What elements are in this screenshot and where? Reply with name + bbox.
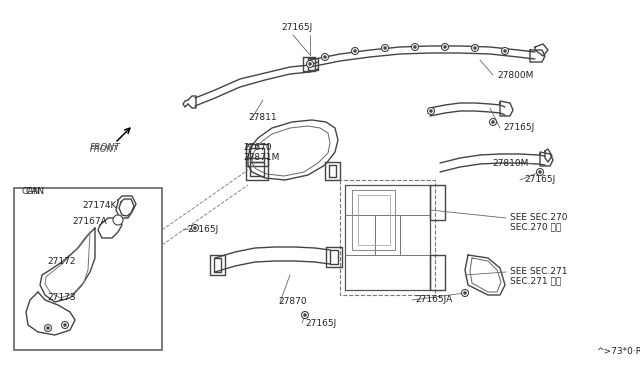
Circle shape: [45, 324, 51, 331]
Text: 27670: 27670: [243, 144, 271, 153]
Circle shape: [502, 48, 509, 55]
Text: 27870: 27870: [278, 298, 307, 307]
Circle shape: [464, 292, 466, 294]
Circle shape: [492, 121, 494, 123]
Circle shape: [116, 219, 119, 221]
Circle shape: [444, 46, 446, 48]
Text: SEC.270 参照: SEC.270 参照: [510, 222, 561, 231]
Text: 27173: 27173: [47, 294, 76, 302]
Circle shape: [461, 289, 468, 296]
Circle shape: [351, 48, 358, 55]
Circle shape: [47, 327, 49, 329]
Text: 27165JA: 27165JA: [415, 295, 452, 305]
Text: CAN: CAN: [22, 187, 41, 196]
Circle shape: [61, 321, 68, 328]
Text: 27811: 27811: [248, 113, 276, 122]
Circle shape: [309, 63, 311, 65]
Text: 27871M: 27871M: [243, 154, 280, 163]
Text: CAN: CAN: [25, 187, 44, 196]
Circle shape: [428, 108, 435, 115]
Circle shape: [414, 46, 416, 48]
Text: 27165J: 27165J: [187, 225, 218, 234]
Bar: [14, 188, 162, 350]
Text: SEC.271 参照: SEC.271 参照: [510, 276, 561, 285]
Text: 27174K: 27174K: [82, 201, 116, 209]
Circle shape: [490, 119, 497, 125]
Text: FRONT: FRONT: [90, 144, 121, 153]
Circle shape: [442, 44, 449, 51]
Circle shape: [381, 45, 388, 51]
Circle shape: [304, 314, 306, 316]
Circle shape: [536, 169, 543, 176]
Circle shape: [115, 217, 122, 224]
Text: 27800M: 27800M: [497, 71, 533, 80]
Circle shape: [472, 45, 479, 51]
Text: 27165J: 27165J: [503, 124, 534, 132]
Text: 27165J: 27165J: [282, 23, 312, 32]
Circle shape: [301, 311, 308, 318]
Circle shape: [64, 324, 66, 326]
Text: 27167A: 27167A: [72, 218, 107, 227]
Circle shape: [504, 50, 506, 52]
Text: 27810M: 27810M: [492, 158, 529, 167]
Circle shape: [430, 110, 432, 112]
Circle shape: [384, 47, 386, 49]
Text: ^>73*0·R: ^>73*0·R: [596, 347, 640, 356]
Circle shape: [191, 224, 198, 231]
Text: SEE SEC.271: SEE SEC.271: [510, 267, 568, 276]
Circle shape: [194, 227, 196, 229]
Circle shape: [474, 47, 476, 49]
Circle shape: [113, 215, 123, 225]
Circle shape: [354, 50, 356, 52]
Circle shape: [412, 44, 419, 51]
Circle shape: [321, 54, 328, 61]
Text: 27165J: 27165J: [524, 176, 556, 185]
Text: FRONT: FRONT: [90, 145, 119, 154]
Text: SEE SEC.270: SEE SEC.270: [510, 214, 568, 222]
Text: 27172: 27172: [47, 257, 76, 266]
Circle shape: [307, 61, 314, 67]
Circle shape: [539, 171, 541, 173]
Text: 27165J: 27165J: [305, 318, 336, 327]
Circle shape: [324, 56, 326, 58]
